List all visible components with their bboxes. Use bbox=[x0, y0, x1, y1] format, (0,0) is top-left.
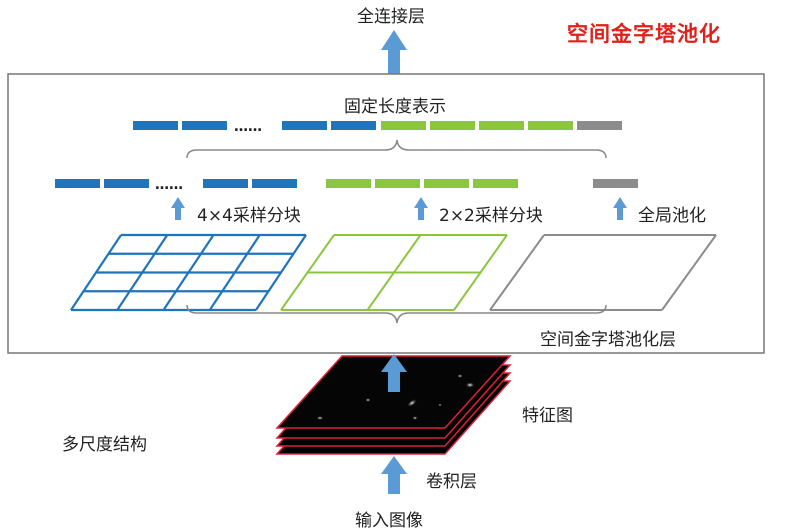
conv-layer-label: 卷积层 bbox=[426, 472, 477, 492]
multi-scale-label: 多尺度结构 bbox=[62, 435, 147, 455]
grid-line bbox=[208, 234, 261, 311]
pool-2x2-label: 2×2采样分块 bbox=[439, 206, 543, 226]
grid-line bbox=[162, 234, 215, 311]
pool-4x4-label: 4×4采样分块 bbox=[197, 206, 301, 226]
grid-line bbox=[489, 234, 545, 311]
arrow-up-icon bbox=[381, 456, 407, 494]
fixed-length-label: 固定长度表示 bbox=[344, 97, 446, 117]
grid-line bbox=[366, 234, 422, 311]
grid-line bbox=[661, 234, 717, 311]
fc-layer-label: 全连接层 bbox=[357, 7, 425, 27]
svg-text:……: …… bbox=[234, 119, 262, 135]
arrow-up-icon bbox=[613, 197, 627, 220]
arrow-up-icon bbox=[171, 197, 185, 220]
spp-layer-label: 空间金字塔池化层 bbox=[540, 330, 676, 350]
arrow-up-icon bbox=[381, 30, 407, 74]
input-image-label: 输入图像 bbox=[355, 511, 423, 531]
feature-map-label: 特征图 bbox=[522, 406, 573, 426]
spp-box bbox=[7, 73, 765, 354]
arrow-up-icon bbox=[414, 197, 428, 220]
grid-1x1 bbox=[489, 234, 717, 311]
diagram-title: 空间金字塔池化 bbox=[567, 21, 721, 46]
pooled-vectors: …… bbox=[55, 177, 638, 193]
grid-2x2 bbox=[280, 234, 508, 311]
brace-bottom bbox=[186, 304, 607, 324]
brace-top bbox=[186, 139, 607, 159]
fixed-length-vector: …… bbox=[133, 119, 622, 135]
grid-line bbox=[255, 234, 307, 311]
grid-line bbox=[453, 234, 508, 311]
global-pool-label: 全局池化 bbox=[638, 206, 706, 226]
svg-text:……: …… bbox=[155, 177, 183, 193]
arrow-up-icon bbox=[381, 354, 407, 392]
grid-4x4 bbox=[70, 233, 307, 312]
